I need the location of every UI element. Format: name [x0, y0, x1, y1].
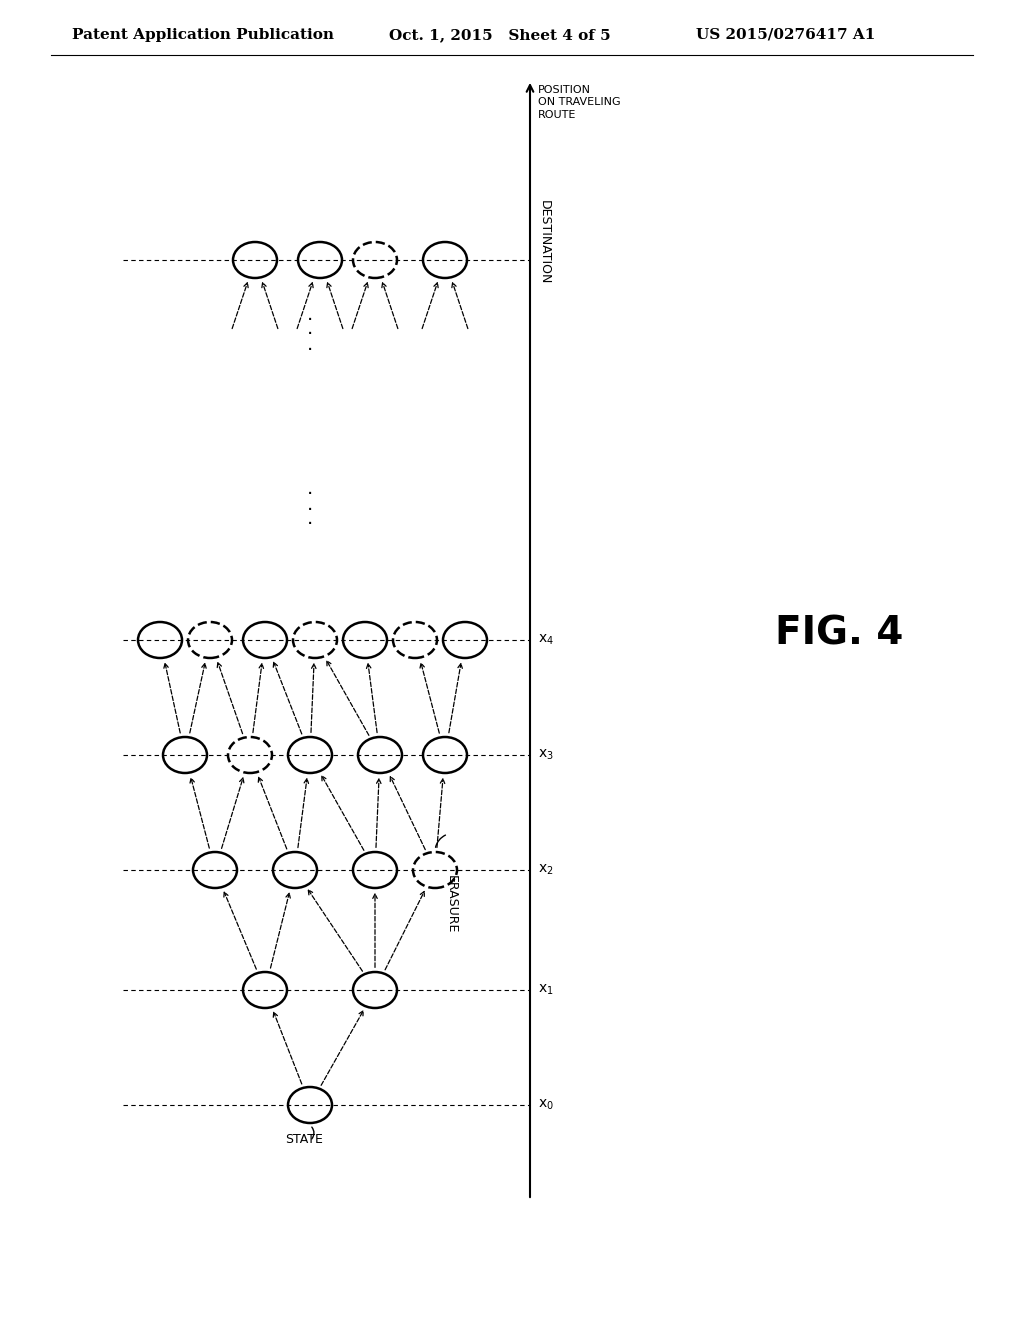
Text: Oct. 1, 2015   Sheet 4 of 5: Oct. 1, 2015 Sheet 4 of 5 [389, 28, 610, 42]
Text: ·: · [307, 341, 313, 359]
Text: US 2015/0276417 A1: US 2015/0276417 A1 [696, 28, 876, 42]
Text: x$_2$: x$_2$ [538, 863, 554, 878]
Text: x$_3$: x$_3$ [538, 748, 554, 762]
Text: ·: · [307, 310, 313, 330]
Text: Patent Application Publication: Patent Application Publication [72, 28, 334, 42]
Text: ·: · [307, 500, 313, 520]
Text: POSITION
ON TRAVELING
ROUTE: POSITION ON TRAVELING ROUTE [538, 84, 621, 120]
Text: FIG. 4: FIG. 4 [775, 615, 904, 652]
Text: STATE: STATE [285, 1133, 323, 1146]
Text: x$_1$: x$_1$ [538, 983, 554, 997]
Text: x$_4$: x$_4$ [538, 632, 554, 647]
Text: ·: · [307, 326, 313, 345]
Text: ERASURE: ERASURE [445, 875, 458, 933]
Text: ·: · [307, 486, 313, 504]
Text: x$_0$: x$_0$ [538, 1098, 554, 1113]
Text: DESTINATION: DESTINATION [538, 201, 551, 284]
Text: ·: · [307, 516, 313, 535]
